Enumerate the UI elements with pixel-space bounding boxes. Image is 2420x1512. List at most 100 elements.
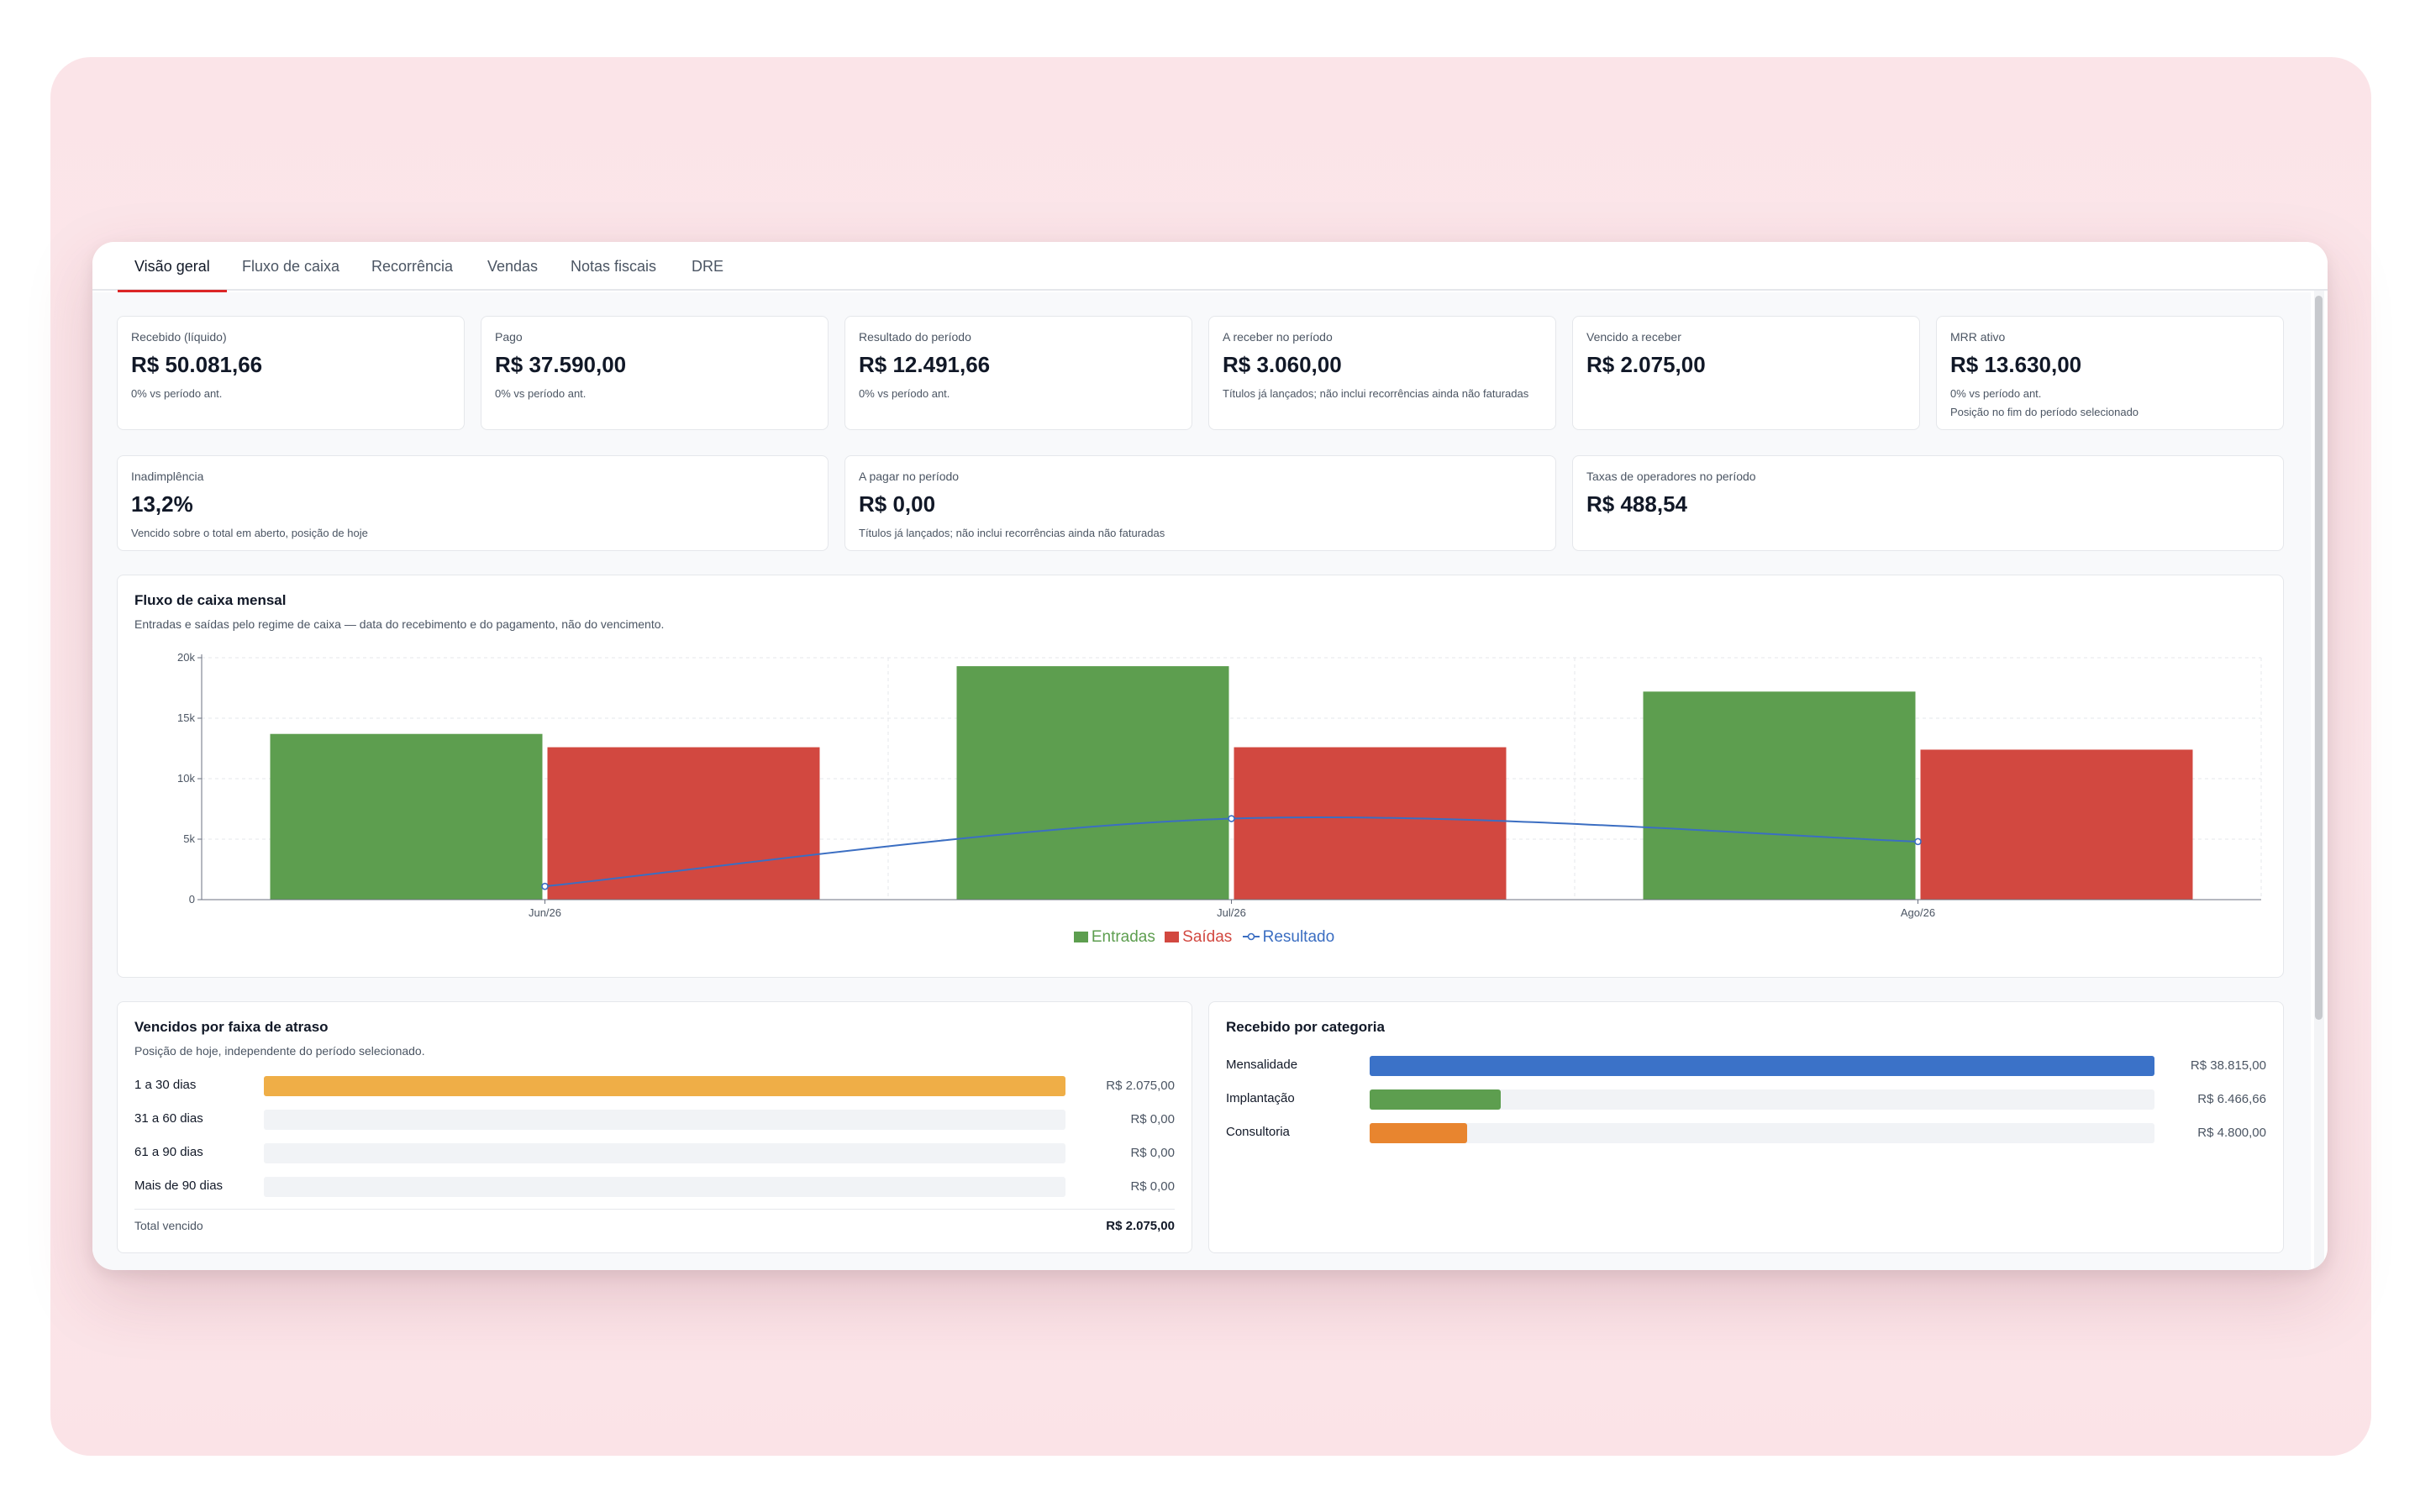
overdue-row-value: R$ 0,00: [1130, 1146, 1175, 1160]
tab-visao-geral[interactable]: Visão geral: [118, 242, 227, 292]
x-tick-label: Jul/26: [1217, 906, 1246, 919]
kpi-value: R$ 50.081,66: [131, 352, 263, 377]
category-row-label: Implantação: [1226, 1091, 1295, 1105]
overdue-row-value: R$ 0,00: [1130, 1179, 1175, 1194]
divider: [134, 1209, 1175, 1210]
bar-saídas: [1234, 747, 1507, 900]
legend-swatch: [1073, 932, 1088, 942]
kpi-note: Posição no fim do período selecionado: [1950, 406, 2139, 418]
overdue-row-track: [264, 1143, 1065, 1163]
kpi-label: A pagar no período: [859, 470, 960, 483]
app-window: Visão geral Fluxo de caixa Recorrência V…: [92, 242, 2328, 1270]
overdue-row-bar: [264, 1076, 1065, 1096]
kpi-value: 13,2%: [131, 491, 193, 517]
category-row-track: [1370, 1123, 2154, 1143]
kpi-value: R$ 13.630,00: [1950, 352, 2082, 377]
line-point: [541, 882, 549, 890]
overdue-total-value: R$ 2.075,00: [1106, 1219, 1175, 1233]
kpi-value: R$ 0,00: [859, 491, 936, 517]
category-row-value: R$ 4.800,00: [2197, 1126, 2266, 1140]
legend-item-resultado[interactable]: Resultado: [1242, 928, 1335, 947]
kpi-value: R$ 3.060,00: [1223, 352, 1342, 377]
line-marker-icon: [1242, 932, 1260, 941]
kpi-value: R$ 488,54: [1586, 491, 1687, 517]
dashboard-content: Recebido (líquido) R$ 50.081,66 0% vs pe…: [92, 292, 2311, 1270]
kpi-comparison: 0% vs período ant.: [1950, 387, 2042, 400]
category-row-bar: [1370, 1123, 1467, 1143]
kpi-card-mrr: MRR ativo R$ 13.630,00 0% vs período ant…: [1936, 316, 2284, 430]
bar-saídas: [547, 747, 820, 900]
tab-vendas[interactable]: Vendas: [487, 258, 539, 275]
kpi-card-taxas: Taxas de operadores no período R$ 488,54: [1572, 455, 2284, 551]
bar-entradas: [270, 733, 543, 900]
kpi-value: R$ 2.075,00: [1586, 352, 1706, 377]
overdue-subtitle: Posição de hoje, independente do período…: [134, 1044, 425, 1058]
kpi-card-recebido: Recebido (líquido) R$ 50.081,66 0% vs pe…: [117, 316, 465, 430]
category-row-label: Mensalidade: [1226, 1058, 1298, 1072]
bar-saídas: [1920, 749, 2193, 900]
legend-item-saidas[interactable]: Saídas: [1165, 928, 1232, 947]
kpi-comparison: 0% vs período ant.: [495, 387, 587, 400]
kpi-label: Inadimplência: [131, 470, 204, 483]
category-title: Recebido por categoria: [1226, 1019, 1385, 1035]
kpi-card-a-receber: A receber no período R$ 3.060,00 Títulos…: [1208, 316, 1556, 430]
kpi-note: Títulos já lançados; não inclui recorrên…: [1223, 387, 1529, 400]
category-card: Recebido por categoria Mensalidade R$ 38…: [1208, 1001, 2284, 1253]
legend-label: Resultado: [1262, 928, 1335, 946]
chart-subtitle: Entradas e saídas pelo regime de caixa —…: [134, 617, 665, 631]
category-row-track: [1370, 1089, 2154, 1110]
kpi-label: A receber no período: [1223, 330, 1333, 344]
kpi-card-resultado: Resultado do período R$ 12.491,66 0% vs …: [844, 316, 1192, 430]
tab-dre[interactable]: DRE: [692, 258, 724, 275]
kpi-label: Pago: [495, 330, 523, 344]
overdue-row-label: Mais de 90 dias: [134, 1179, 224, 1193]
overdue-row-track: [264, 1076, 1065, 1096]
overdue-row-value: R$ 0,00: [1130, 1112, 1175, 1126]
legend-item-entradas[interactable]: Entradas: [1073, 928, 1155, 947]
category-row-value: R$ 38.815,00: [2190, 1058, 2266, 1073]
category-row-track: [1370, 1056, 2154, 1076]
kpi-label: Vencido a receber: [1586, 330, 1681, 344]
legend-label: Entradas: [1091, 928, 1155, 946]
kpi-comparison: 0% vs período ant.: [859, 387, 950, 400]
category-row-bar: [1370, 1056, 2154, 1076]
tab-notas-fiscais[interactable]: Notas fiscais: [571, 258, 657, 275]
overdue-title: Vencidos por faixa de atraso: [134, 1019, 329, 1035]
kpi-card-inadimplencia: Inadimplência 13,2% Vencido sobre o tota…: [117, 455, 829, 551]
kpi-comparison: 0% vs período ant.: [131, 387, 223, 400]
bar-entradas: [956, 666, 1229, 900]
y-tick-label: 10k: [177, 772, 195, 785]
legend-swatch: [1165, 932, 1180, 942]
line-point: [1914, 837, 1922, 846]
kpi-value: R$ 12.491,66: [859, 352, 991, 377]
kpi-note: Títulos já lançados; não inclui recorrên…: [859, 527, 1165, 539]
scrollbar-thumb[interactable]: [2315, 296, 2323, 1020]
y-tick-label: 20k: [177, 651, 195, 664]
y-tick-label: 15k: [177, 711, 195, 724]
kpi-label: Resultado do período: [859, 330, 971, 344]
overdue-total-label: Total vencido: [134, 1219, 203, 1232]
tab-bar: Visão geral Fluxo de caixa Recorrência V…: [92, 242, 2328, 292]
kpi-label: Recebido (líquido): [131, 330, 227, 344]
kpi-card-vencido: Vencido a receber R$ 2.075,00: [1572, 316, 1920, 430]
category-row-value: R$ 6.466,66: [2197, 1092, 2266, 1106]
y-tick-label: 5k: [183, 832, 195, 845]
overdue-row-track: [264, 1110, 1065, 1130]
kpi-card-a-pagar: A pagar no período R$ 0,00 Títulos já la…: [844, 455, 1556, 551]
overdue-row-value: R$ 2.075,00: [1106, 1079, 1175, 1093]
chart-title: Fluxo de caixa mensal: [134, 592, 287, 608]
tab-recorrencia[interactable]: Recorrência: [371, 258, 454, 275]
bar-entradas: [1643, 691, 1916, 900]
overdue-row-label: 1 a 30 dias: [134, 1078, 197, 1092]
legend-label: Saídas: [1182, 928, 1233, 946]
cashflow-chart-card: Fluxo de caixa mensal Entradas e saídas …: [117, 575, 2284, 978]
chart-legend: Entradas Saídas Resultado: [118, 928, 2291, 947]
y-tick-label: 0: [189, 893, 195, 906]
overdue-row-track: [264, 1177, 1065, 1197]
overdue-row-label: 61 a 90 dias: [134, 1145, 203, 1159]
cashflow-chart: 0 5k 10k 15k 20k Jun/26 Jul/26 Ago/26: [177, 651, 2262, 919]
kpi-card-pago: Pago R$ 37.590,00 0% vs período ant.: [481, 316, 829, 430]
kpi-value: R$ 37.590,00: [495, 352, 627, 377]
tab-fluxo-de-caixa[interactable]: Fluxo de caixa: [242, 258, 340, 275]
kpi-label: Taxas de operadores no período: [1586, 470, 1756, 483]
